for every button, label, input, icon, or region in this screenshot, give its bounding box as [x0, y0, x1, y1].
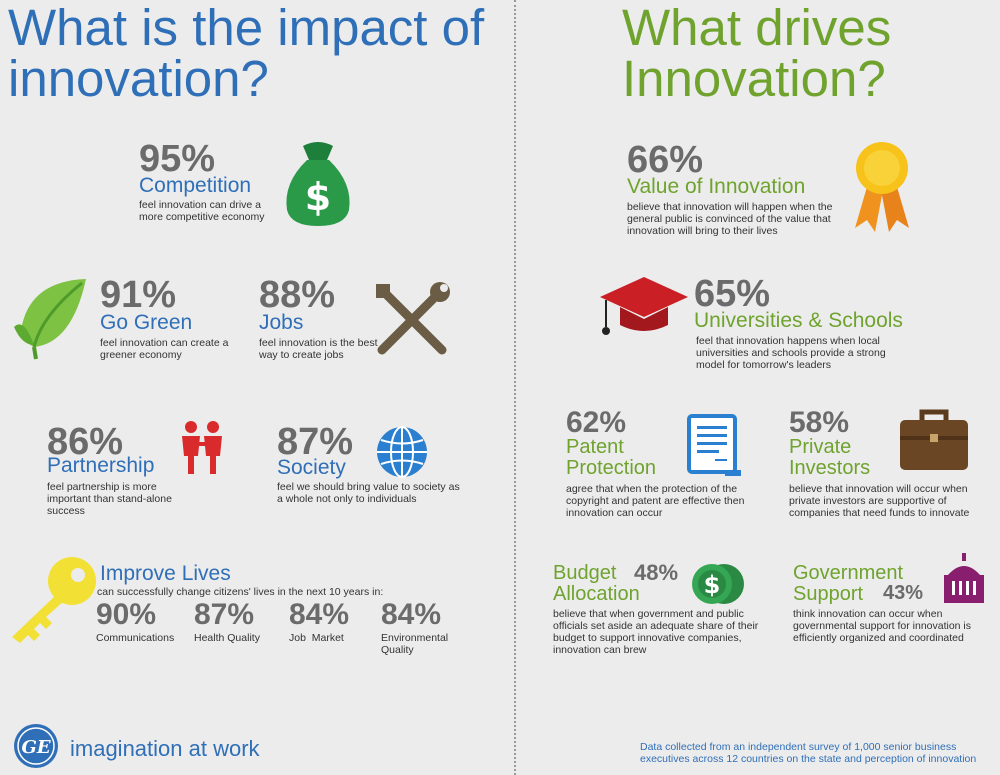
key-icon [12, 557, 96, 643]
improve-item-label: Job Market [289, 632, 344, 644]
improve-item-label: Communications [96, 632, 175, 644]
society-label: Society [277, 456, 346, 479]
government-pct: 43% [883, 582, 924, 604]
government-desc: think innovation can occur when governme… [793, 608, 972, 644]
go-green-pct: 91% [100, 274, 177, 316]
graduation-cap-icon [600, 277, 688, 335]
svg-text:$: $ [704, 571, 721, 599]
ge-logo-text: GE [21, 737, 50, 758]
right-title: What drives Innovation? [622, 0, 892, 107]
improve-item-pct: 84% [381, 598, 442, 631]
partnership-desc: feel partnership is more important than … [47, 481, 172, 517]
competition-label: Competition [139, 174, 252, 197]
value-label: Value of Innovation [627, 175, 806, 198]
jobs-desc: feel innovation is the best way to creat… [259, 337, 378, 361]
go-green-label: Go Green [100, 311, 193, 334]
wrench-shovel-icon [376, 282, 450, 355]
improve-item-pct: 90% [96, 598, 157, 631]
universities-label: Universities & Schools [694, 309, 903, 332]
improve-lives-desc: can successfully change citizens' lives … [97, 586, 384, 598]
ge-logo-icon: GE [14, 724, 58, 768]
jobs-label: Jobs [259, 311, 304, 334]
government-building-icon [944, 553, 984, 603]
value-pct: 66% [627, 139, 704, 181]
people-icon [182, 421, 222, 474]
coins-icon: $ [692, 564, 744, 604]
patent-pct: 62% [566, 406, 627, 439]
svg-text:$: $ [305, 175, 331, 219]
jobs-pct: 88% [259, 274, 336, 316]
improve-item-pct: 84% [289, 598, 350, 631]
private-label: Private Investors [789, 436, 871, 479]
tagline: imagination at work [70, 736, 260, 761]
improve-item-label: Environmental Quality [381, 632, 449, 656]
improve-item-pct: 87% [194, 598, 255, 631]
society-desc: feel we should bring value to society as… [277, 481, 460, 505]
budget-pct: 48% [634, 560, 679, 585]
leaf-icon [14, 279, 86, 360]
universities-pct: 65% [694, 273, 771, 315]
patent-label: Patent Protection [566, 436, 657, 479]
money-bag-icon: $ [286, 142, 350, 226]
competition-pct: 95% [139, 138, 216, 180]
footer-note: Data collected from an independent surve… [640, 741, 977, 765]
private-desc: believe that innovation will occur when … [789, 483, 970, 519]
partnership-pct: 86% [47, 421, 124, 463]
briefcase-icon [900, 409, 968, 470]
competition-desc: feel innovation can drive a more competi… [139, 199, 265, 223]
universities-desc: feel that innovation happens when local … [696, 335, 886, 371]
budget-desc: believe that when government and public … [553, 608, 759, 656]
society-pct: 87% [277, 421, 354, 463]
budget-label: Budget Allocation [553, 562, 640, 605]
patent-document-icon [687, 414, 741, 476]
improve-lives-label: Improve Lives [100, 562, 231, 585]
ribbon-icon [855, 142, 909, 232]
partnership-label: Partnership [47, 454, 155, 477]
left-title: What is the impact of innovation? [8, 0, 485, 107]
center-divider [514, 0, 516, 775]
patent-desc: agree that when the protection of the co… [566, 483, 745, 519]
value-desc: believe that innovation will happen when… [627, 201, 833, 237]
improve-item-label: Health Quality [194, 632, 260, 644]
government-label: Government Support [793, 562, 904, 605]
globe-icon [377, 426, 427, 478]
private-pct: 58% [789, 406, 850, 439]
go-green-desc: feel innovation can create a greener eco… [100, 337, 229, 361]
